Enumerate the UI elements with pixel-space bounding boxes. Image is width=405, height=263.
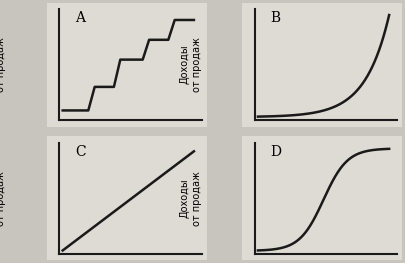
- Text: Доходы
от продаж: Доходы от продаж: [179, 37, 201, 92]
- Text: A: A: [75, 11, 85, 25]
- Text: Доходы
от продаж: Доходы от продаж: [0, 37, 6, 92]
- Text: C: C: [75, 145, 86, 159]
- Text: Время: Время: [113, 141, 147, 151]
- Text: Доходы
от продаж: Доходы от продаж: [0, 171, 6, 226]
- Text: D: D: [270, 145, 281, 159]
- Text: Время: Время: [307, 141, 341, 151]
- Text: B: B: [270, 11, 280, 25]
- Text: Доходы
от продаж: Доходы от продаж: [179, 171, 201, 226]
